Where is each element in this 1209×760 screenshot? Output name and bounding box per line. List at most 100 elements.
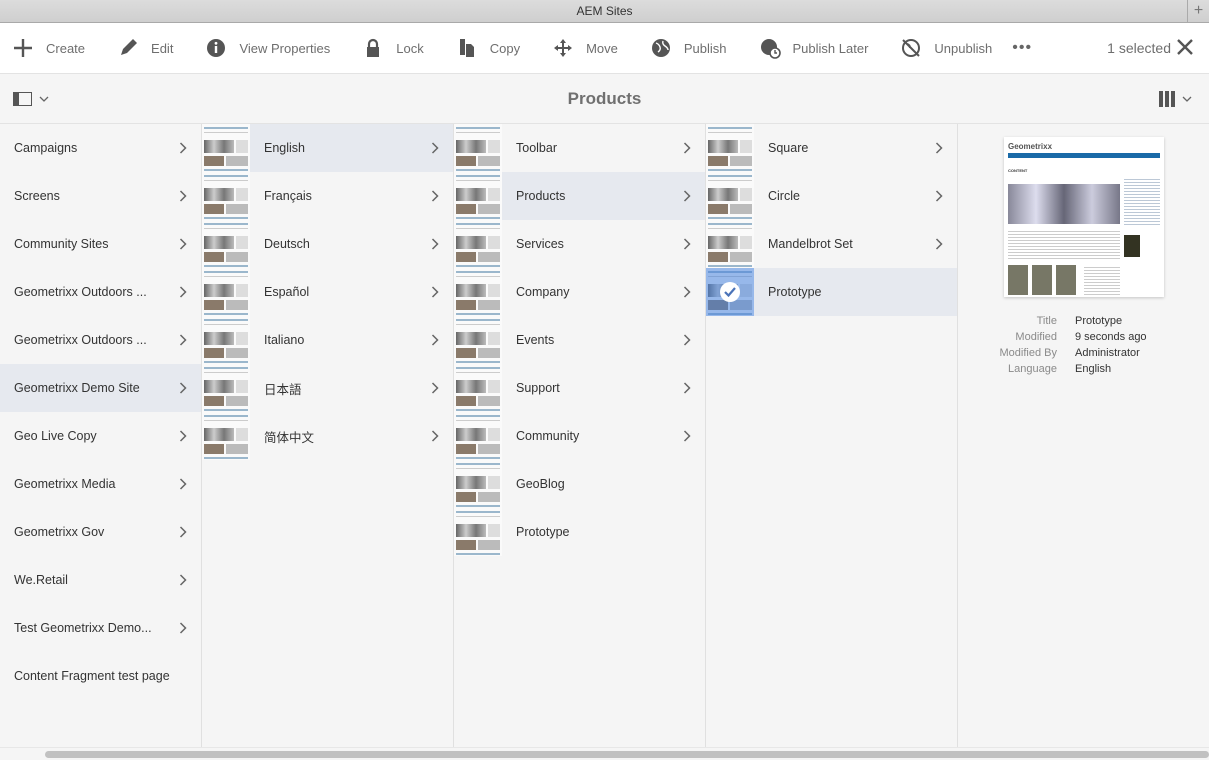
list-item[interactable]: Geo Live Copy: [0, 412, 201, 460]
item-label: Italiano: [264, 333, 305, 347]
chevron-right-icon[interactable]: [431, 382, 439, 394]
copy-button[interactable]: Copy: [456, 37, 520, 59]
chevron-right-icon[interactable]: [431, 190, 439, 202]
list-item[interactable]: Mandelbrot Set: [706, 220, 957, 268]
rail-toggle-button[interactable]: [13, 92, 50, 106]
create-button[interactable]: Create: [12, 37, 85, 59]
metadata-value: English: [1075, 363, 1112, 375]
chevron-right-icon[interactable]: [683, 430, 691, 442]
pencil-icon: [117, 37, 139, 59]
new-tab-button[interactable]: +: [1187, 0, 1209, 22]
miller-column-1: Campaigns Screens Community Sites Geometrix…: [0, 124, 202, 747]
unpublish-button[interactable]: Unpublish: [900, 37, 992, 59]
list-item[interactable]: Content Fragment test page: [0, 652, 201, 700]
page-thumbnail: [454, 316, 502, 364]
item-label: Geometrixx Demo Site: [14, 381, 140, 395]
list-item[interactable]: Products: [454, 172, 705, 220]
chevron-right-icon[interactable]: [431, 238, 439, 250]
close-icon: [1177, 39, 1193, 55]
list-item[interactable]: Company: [454, 268, 705, 316]
preview-metadata: Title Prototype Modified 9 seconds ago Modif…: [958, 313, 1209, 377]
chevron-right-icon[interactable]: [683, 238, 691, 250]
more-actions-button[interactable]: •••: [1012, 39, 1033, 56]
list-item[interactable]: Français: [202, 172, 453, 220]
metadata-value: Administrator: [1075, 347, 1140, 359]
edit-button[interactable]: Edit: [117, 37, 173, 59]
chevron-right-icon[interactable]: [179, 334, 187, 346]
horizontal-scrollbar[interactable]: [0, 747, 1209, 760]
chevron-right-icon[interactable]: [935, 190, 943, 202]
chevron-right-icon[interactable]: [431, 142, 439, 154]
chevron-right-icon[interactable]: [179, 430, 187, 442]
list-item[interactable]: Circle: [706, 172, 957, 220]
action-label: Publish: [683, 40, 727, 56]
list-item[interactable]: Community Sites: [0, 220, 201, 268]
list-item[interactable]: Geometrixx Outdoors ...: [0, 316, 201, 364]
list-item[interactable]: Campaigns: [0, 124, 201, 172]
move-button[interactable]: Move: [552, 37, 618, 59]
chevron-right-icon[interactable]: [179, 622, 187, 634]
list-item[interactable]: Deutsch: [202, 220, 453, 268]
list-item[interactable]: Geometrixx Media: [0, 460, 201, 508]
chevron-right-icon[interactable]: [431, 286, 439, 298]
chevron-right-icon[interactable]: [179, 382, 187, 394]
item-label: Community: [516, 429, 580, 443]
list-item[interactable]: We.Retail: [0, 556, 201, 604]
chevron-right-icon[interactable]: [179, 190, 187, 202]
list-item[interactable]: GeoBlog: [454, 460, 705, 508]
list-item[interactable]: Prototype: [454, 508, 705, 556]
publish-later-button[interactable]: Publish Later: [759, 37, 868, 59]
list-item[interactable]: Screens: [0, 172, 201, 220]
lock-button[interactable]: Lock: [362, 37, 424, 59]
list-item[interactable]: Test Geometrixx Demo...: [0, 604, 201, 652]
page-thumbnail: [202, 364, 250, 412]
scrollbar-thumb[interactable]: [45, 751, 1209, 758]
item-label: Screens: [14, 189, 60, 203]
list-item[interactable]: Services: [454, 220, 705, 268]
chevron-right-icon[interactable]: [935, 142, 943, 154]
chevron-right-icon[interactable]: [179, 526, 187, 538]
preview-panel: Geometrixx CONTENT Title Prototype Modifie…: [958, 124, 1209, 747]
list-item[interactable]: Events: [454, 316, 705, 364]
chevron-right-icon[interactable]: [683, 286, 691, 298]
move-icon: [552, 37, 574, 59]
list-item[interactable]: Square: [706, 124, 957, 172]
chevron-right-icon[interactable]: [179, 574, 187, 586]
list-item[interactable]: 简体中文: [202, 412, 453, 460]
preview-heading: CONTENT: [1008, 168, 1028, 173]
list-item[interactable]: English: [202, 124, 453, 172]
view-properties-button[interactable]: View Properties: [205, 37, 330, 59]
list-item[interactable]: Español: [202, 268, 453, 316]
chevron-right-icon[interactable]: [179, 286, 187, 298]
item-label: Geo Live Copy: [14, 429, 97, 443]
chevron-right-icon[interactable]: [683, 190, 691, 202]
action-label: Create: [46, 40, 86, 56]
list-item[interactable]: Community: [454, 412, 705, 460]
item-label: We.Retail: [14, 573, 68, 587]
item-label: GeoBlog: [516, 477, 565, 491]
chevron-right-icon[interactable]: [179, 238, 187, 250]
metadata-value: 9 seconds ago: [1075, 331, 1147, 343]
close-selection-button[interactable]: [1175, 37, 1195, 57]
list-item[interactable]: Support: [454, 364, 705, 412]
chevron-right-icon[interactable]: [179, 142, 187, 154]
chevron-right-icon[interactable]: [431, 430, 439, 442]
list-item[interactable]: Geometrixx Outdoors ...: [0, 268, 201, 316]
list-item[interactable]: Prototype: [706, 268, 957, 316]
list-item[interactable]: 日本語: [202, 364, 453, 412]
chevron-right-icon[interactable]: [935, 238, 943, 250]
chevron-right-icon[interactable]: [683, 382, 691, 394]
metadata-key: Modified: [1015, 331, 1057, 343]
item-label: Events: [516, 333, 555, 347]
list-item[interactable]: Italiano: [202, 316, 453, 364]
chevron-right-icon[interactable]: [683, 334, 691, 346]
chevron-right-icon[interactable]: [179, 478, 187, 490]
list-item[interactable]: Geometrixx Gov: [0, 508, 201, 556]
list-item[interactable]: Toolbar: [454, 124, 705, 172]
checkmark-icon: [720, 282, 740, 302]
list-item[interactable]: Geometrixx Demo Site: [0, 364, 201, 412]
chevron-right-icon[interactable]: [683, 142, 691, 154]
view-switcher-button[interactable]: [1159, 91, 1193, 107]
publish-button[interactable]: Publish: [650, 37, 727, 59]
chevron-right-icon[interactable]: [431, 334, 439, 346]
